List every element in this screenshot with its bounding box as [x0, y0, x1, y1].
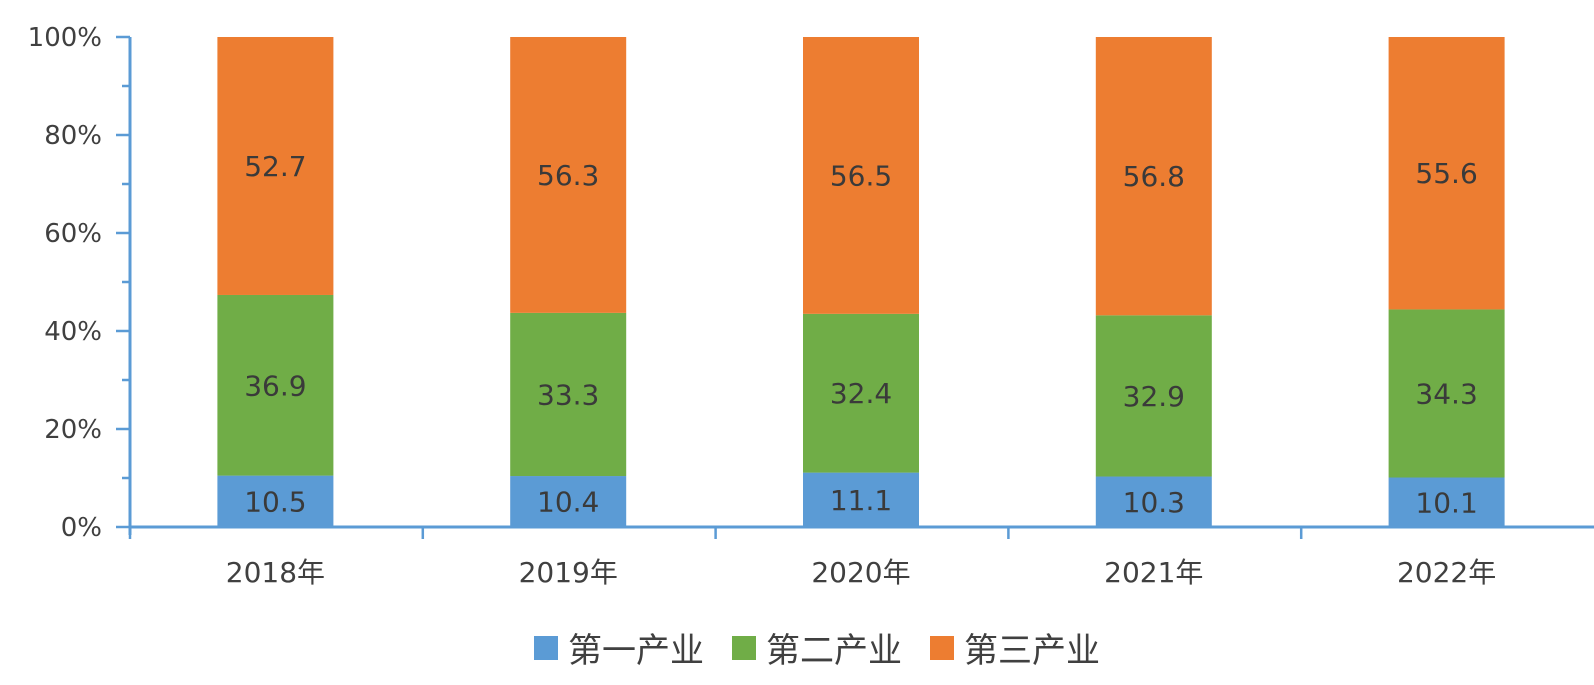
legend-swatch [930, 636, 954, 660]
bar-segment [510, 37, 627, 313]
data-label: 10.4 [537, 486, 599, 519]
bar-segment [803, 472, 919, 527]
data-label: 11.1 [830, 484, 892, 517]
data-label: 56.8 [1123, 160, 1185, 193]
bar-segment [803, 313, 919, 473]
x-tick-label: 2019年 [519, 556, 618, 589]
bar-segment [510, 476, 627, 527]
x-tick-label: 2018年 [226, 556, 325, 589]
y-tick-label: 60% [44, 219, 102, 249]
legend: 第一产业 第二产业 第三产业 [534, 631, 1100, 671]
legend-label: 第二产业 [766, 631, 902, 671]
legend-swatch [732, 636, 756, 660]
bar-segment [510, 312, 627, 477]
x-tick-label: 2020年 [811, 556, 910, 589]
x-tick-label: 2022年 [1397, 556, 1496, 589]
data-label: 32.9 [1123, 380, 1185, 413]
data-label: 10.1 [1415, 486, 1477, 519]
bar-segment [1095, 315, 1212, 477]
bar-segment [1388, 477, 1505, 527]
bar-segment [217, 37, 334, 295]
data-label: 55.6 [1415, 157, 1477, 190]
x-tick-label: 2021年 [1104, 556, 1203, 589]
bar-segment [1388, 37, 1505, 310]
y-tick-label: 20% [44, 415, 102, 445]
data-label: 10.5 [244, 485, 306, 518]
data-label: 32.4 [830, 377, 892, 410]
legend-label: 第三产业 [964, 631, 1100, 671]
data-label: 36.9 [244, 369, 306, 402]
bar-segment [1095, 37, 1212, 316]
data-label: 56.3 [537, 159, 599, 192]
bar-segment [217, 294, 334, 476]
data-label: 34.3 [1415, 377, 1477, 410]
legend-label: 第一产业 [568, 631, 704, 671]
data-label: 33.3 [537, 378, 599, 411]
y-tick-label: 0% [61, 513, 102, 543]
bar-segment [803, 37, 919, 314]
data-label: 56.5 [830, 159, 892, 192]
data-label: 10.3 [1123, 486, 1185, 519]
data-label: 52.7 [244, 150, 306, 183]
bar-segment [217, 475, 334, 527]
y-tick-label: 80% [44, 121, 102, 151]
legend-swatch [534, 636, 558, 660]
bar-segment [1388, 309, 1505, 478]
bar-segment [1095, 476, 1212, 527]
y-tick-label: 100% [28, 23, 102, 53]
y-tick-label: 40% [44, 317, 102, 347]
